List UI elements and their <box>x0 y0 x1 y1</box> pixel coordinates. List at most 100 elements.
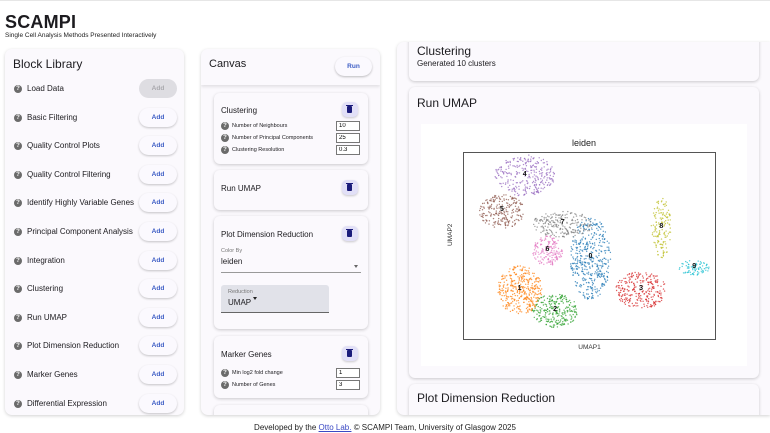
canvas-block-clustering: Clustering ? Number of Neighbours ? Numb… <box>214 93 368 164</box>
y-axis-label: UMAP2 <box>447 223 454 246</box>
cluster-label: 8 <box>659 223 664 231</box>
add-block-button[interactable]: Add <box>139 222 177 241</box>
block-label: Principal Component Analysis <box>27 227 133 236</box>
add-block-button[interactable]: Add <box>139 279 177 299</box>
help-icon[interactable]: ? <box>221 369 229 377</box>
trash-icon <box>346 348 353 357</box>
trash-icon <box>346 104 353 113</box>
add-block-button[interactable]: Add <box>139 250 177 270</box>
cluster-label: 3 <box>639 285 643 293</box>
result-subtitle: Generated 10 clusters <box>417 59 496 68</box>
help-icon[interactable]: ? <box>221 381 229 389</box>
canvas-header: Canvas Run <box>201 49 380 85</box>
add-block-button[interactable]: Add <box>139 164 177 184</box>
canvas-title: Canvas <box>209 58 247 70</box>
add-block-button[interactable]: Add <box>139 393 177 413</box>
run-button[interactable]: Run <box>335 57 372 76</box>
canvas-panel: Canvas Run Clustering ? Number of Neighb… <box>201 49 380 415</box>
help-icon[interactable]: ? <box>14 342 22 351</box>
block-label: Differential Expression <box>27 398 107 408</box>
add-block-button[interactable]: Add <box>139 136 177 156</box>
chevron-down-icon <box>253 297 257 300</box>
param-clustering-resolution: ? Clustering Resolution <box>221 145 361 156</box>
reduction-select[interactable]: Reduction UMAP <box>221 285 329 313</box>
x-axis-label: UMAP1 <box>578 344 601 351</box>
block-library-item: ? Run UMAP Add <box>5 307 184 328</box>
cluster-label: 9 <box>692 262 697 270</box>
top-divider <box>0 0 770 1</box>
block-label: Marker Genes <box>27 370 78 379</box>
block-library-item: ? Identify Highly Variable Genes Add <box>5 193 184 213</box>
number-of-neighbours-input[interactable] <box>336 121 360 131</box>
delete-block-button[interactable] <box>342 346 358 361</box>
block-label: Integration <box>27 255 65 265</box>
block-library-item: ? Integration Add <box>5 250 184 271</box>
umap-scatter <box>479 154 710 328</box>
color-by-select[interactable]: leiden <box>221 257 243 266</box>
cluster-label: 0 <box>588 253 593 261</box>
app-subtitle: Single Cell Analysis Methods Presented I… <box>5 32 157 39</box>
cluster-label: 7 <box>560 219 565 227</box>
result-card-clustering: Clustering Generated 10 clusters <box>409 42 759 81</box>
help-icon[interactable]: ? <box>14 256 22 265</box>
block-library-item: ? Principal Component Analysis Add <box>5 222 184 242</box>
canvas-block-next <box>214 405 368 415</box>
help-icon[interactable]: ? <box>221 122 229 130</box>
block-library-item: ? Plot Dimension Reduction Add <box>5 336 184 356</box>
help-icon[interactable]: ? <box>221 134 229 142</box>
min-log2fc-input[interactable] <box>336 368 360 378</box>
delete-block-button[interactable] <box>342 226 358 241</box>
add-block-button[interactable]: Add <box>139 79 177 98</box>
block-library-item: ? Quality Control Filtering Add <box>5 164 184 185</box>
help-icon[interactable]: ? <box>14 228 22 236</box>
help-icon[interactable]: ? <box>14 113 22 122</box>
block-title: Marker Genes <box>221 350 272 359</box>
result-card-plot-dimension-reduction: Plot Dimension Reduction <box>409 384 759 415</box>
plot-title: leiden <box>571 138 597 148</box>
delete-block-button[interactable] <box>342 102 358 117</box>
help-icon[interactable]: ? <box>14 199 22 208</box>
block-library-title: Block Library <box>13 57 83 71</box>
help-icon[interactable]: ? <box>14 85 22 93</box>
help-icon[interactable]: ? <box>221 146 229 154</box>
otto-lab-link[interactable]: Otto Lab. <box>318 423 352 432</box>
clustering-resolution-input[interactable] <box>336 145 360 155</box>
help-icon[interactable]: ? <box>14 371 22 379</box>
block-library-panel: Block Library ? Load Data Add? Basic Filter… <box>5 49 184 415</box>
param-number-of-neighbours: ? Number of Neighbours <box>221 121 361 132</box>
block-library-item: ? Basic Filtering Add <box>5 107 184 128</box>
add-block-button[interactable]: Add <box>139 307 177 327</box>
block-library-item: ? Quality Control Plots Add <box>5 136 184 156</box>
block-label: Identify Highly Variable Genes <box>27 198 135 208</box>
help-icon[interactable]: ? <box>14 313 22 322</box>
footer: Developed by the Otto Lab. © SCAMPI Team… <box>254 423 516 432</box>
block-title: Clustering <box>221 106 258 115</box>
block-label: Quality Control Filtering <box>27 169 111 179</box>
result-title: Clustering <box>417 44 472 58</box>
trash-icon <box>346 228 353 237</box>
cluster-label: 6 <box>545 245 550 253</box>
results-panel: Clustering Generated 10 clusters Run UMA… <box>397 42 770 415</box>
cluster-label: 2 <box>553 305 557 313</box>
number-of-genes-input[interactable] <box>336 380 360 390</box>
add-block-button[interactable]: Add <box>139 193 177 213</box>
canvas-block-marker-genes: Marker Genes ? Min log2 fold change ? Nu… <box>214 336 368 398</box>
trash-icon <box>346 182 353 191</box>
block-label: Clustering <box>27 284 64 294</box>
help-icon[interactable]: ? <box>14 170 22 179</box>
add-block-button[interactable]: Add <box>139 107 177 127</box>
number-of-pcs-input[interactable] <box>336 133 360 143</box>
add-block-button[interactable]: Add <box>139 365 177 384</box>
delete-block-button[interactable] <box>342 180 358 195</box>
color-by-underline <box>221 272 361 273</box>
help-icon[interactable]: ? <box>14 142 22 151</box>
help-icon[interactable]: ? <box>14 285 22 294</box>
result-title: Plot Dimension Reduction <box>417 391 556 405</box>
add-block-button[interactable]: Add <box>139 336 177 356</box>
block-label: Basic Filtering <box>27 112 78 122</box>
chevron-down-icon <box>354 265 358 268</box>
block-title: Run UMAP <box>221 184 262 193</box>
help-icon[interactable]: ? <box>14 399 22 408</box>
color-by-label: Color By <box>221 248 243 254</box>
cluster-label: 4 <box>522 170 527 178</box>
